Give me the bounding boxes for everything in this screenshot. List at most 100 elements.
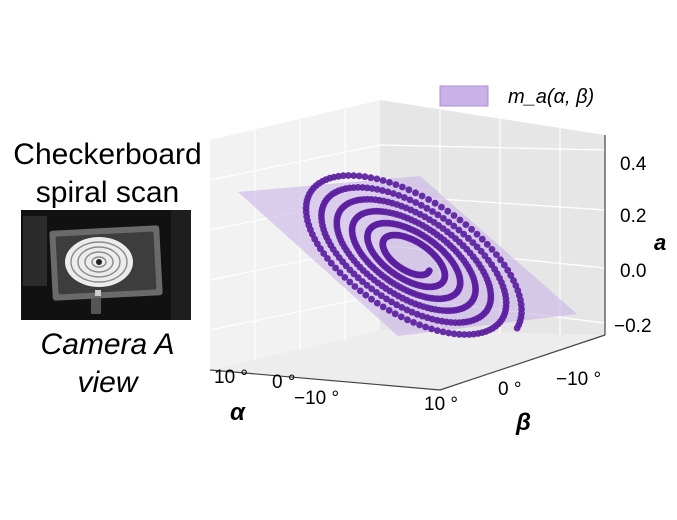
data-point: [413, 310, 421, 318]
data-point: [368, 185, 376, 192]
data-point: [423, 204, 431, 212]
data-point: [379, 177, 387, 184]
alpha-tick-label: 0 °: [272, 372, 295, 393]
data-point: [450, 222, 458, 230]
data-point: [488, 246, 496, 253]
data-point: [361, 173, 369, 181]
data-point: [418, 192, 426, 200]
beta-tick-label: 0 °: [498, 379, 521, 400]
data-point: [465, 234, 472, 242]
legend-swatch: [439, 85, 489, 107]
data-point: [412, 199, 420, 206]
data-point: [428, 325, 435, 333]
data-point: [444, 207, 452, 215]
data-point: [468, 225, 475, 233]
data-point: [455, 226, 463, 234]
alpha-tick-label: 10 °: [214, 367, 248, 388]
data-point: [324, 255, 331, 262]
data-point: [513, 324, 521, 332]
data-point: [356, 287, 364, 295]
a-tick-label: 0.0: [620, 261, 646, 282]
data-point: [419, 312, 426, 320]
alpha-axis-ticks: 10 ° 0 ° −10 °: [214, 367, 339, 409]
data-point: [473, 243, 481, 251]
data-point: [497, 256, 504, 264]
data-points: [302, 172, 525, 338]
beta-axis-ticks: 10 ° 0 ° −10 °: [424, 369, 601, 415]
data-point: [483, 240, 491, 248]
data-point: [385, 307, 393, 314]
data-point: [341, 274, 349, 281]
data-point: [422, 323, 429, 331]
data-point: [393, 301, 400, 309]
data-point: [507, 271, 515, 279]
data-point: [456, 216, 464, 224]
data-point: [445, 218, 453, 226]
a-tick-label: −0.2: [614, 316, 652, 337]
data-point: [346, 278, 354, 286]
data-point: [412, 189, 419, 197]
data-point: [404, 316, 411, 324]
data-point: [405, 186, 413, 194]
data-point: [460, 230, 468, 238]
camera-caption: Camera A view: [0, 326, 215, 402]
a-tick-label: 0.2: [620, 206, 646, 227]
data-point: [384, 188, 392, 196]
data-point: [410, 319, 417, 326]
data-point: [391, 310, 399, 318]
data-point: [403, 306, 411, 314]
data-point: [383, 295, 390, 303]
a-axis-label: a: [654, 230, 666, 255]
data-point: [368, 285, 376, 293]
data-point: [373, 289, 380, 296]
data-point: [395, 192, 403, 199]
data-point: [462, 221, 470, 229]
alpha-axis-label: α: [230, 399, 246, 426]
alpha-tick-label: −10 °: [294, 388, 339, 409]
data-point: [439, 328, 447, 336]
data-point: [416, 321, 423, 329]
data-point: [397, 313, 405, 321]
data-point: [438, 203, 445, 211]
data-point: [320, 250, 328, 257]
a-axis-ticks: −0.2 0.0 0.2 0.4: [614, 154, 652, 337]
data-point: [500, 261, 508, 269]
data-point: [327, 259, 335, 267]
data-point: [408, 308, 416, 316]
data-point: [504, 266, 512, 274]
data-point: [388, 298, 395, 306]
data-point: [355, 172, 363, 180]
data-point: [359, 278, 366, 285]
data-point: [445, 329, 453, 337]
data-point: [450, 212, 458, 219]
title-line-2: spiral scan: [35, 176, 180, 209]
data-point: [450, 330, 458, 338]
beta-tick-label: 10 °: [424, 394, 458, 415]
data-point: [373, 299, 381, 307]
data-point: [332, 264, 339, 272]
data-point: [363, 281, 371, 289]
data-point: [493, 251, 500, 258]
floor-pane: [210, 330, 605, 390]
data-point: [406, 196, 414, 204]
data-point: [386, 179, 393, 186]
beta-axis-label: β: [515, 409, 531, 436]
data-point: [379, 187, 386, 194]
data-point: [429, 208, 436, 215]
data-point: [401, 194, 408, 201]
data-point: [425, 196, 432, 203]
data-point: [469, 239, 477, 247]
data-point: [362, 291, 370, 299]
beta-tick-label: −10 °: [556, 369, 601, 390]
caption-line-1: Camera A: [40, 328, 175, 361]
title-line-1: Checkerboard: [13, 138, 202, 171]
data-point: [455, 330, 463, 338]
a-tick-label: 0.4: [620, 154, 647, 175]
data-point: [389, 190, 397, 197]
data-point: [434, 211, 442, 219]
legend: m_a(α, β): [439, 85, 594, 108]
legend-label: m_a(α, β): [508, 86, 594, 108]
data-point: [339, 172, 347, 180]
data-point: [434, 327, 441, 334]
data-point: [373, 175, 381, 183]
